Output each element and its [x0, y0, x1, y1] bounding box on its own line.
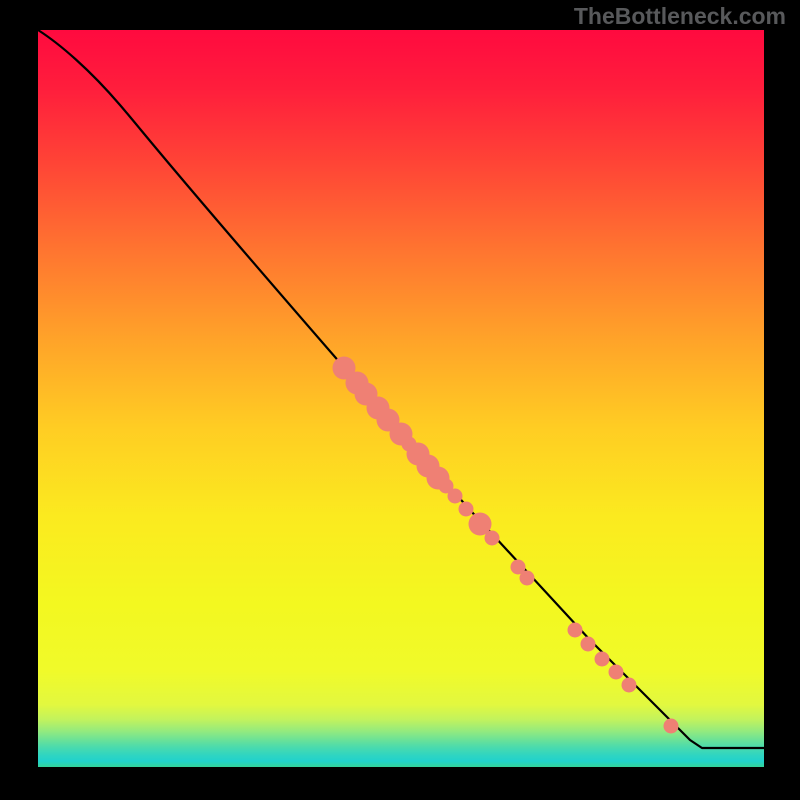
- data-marker: [664, 719, 679, 734]
- data-marker: [459, 502, 474, 517]
- data-marker: [520, 571, 535, 586]
- data-marker: [595, 652, 610, 667]
- chart-svg: [0, 0, 800, 800]
- data-marker: [568, 623, 583, 638]
- plot-background: [38, 30, 764, 767]
- data-marker: [485, 531, 500, 546]
- watermark-text: TheBottleneck.com: [574, 3, 786, 30]
- data-marker: [622, 678, 637, 693]
- data-marker: [581, 637, 596, 652]
- data-marker: [448, 489, 463, 504]
- chart-stage: TheBottleneck.com: [0, 0, 800, 800]
- data-marker: [609, 665, 624, 680]
